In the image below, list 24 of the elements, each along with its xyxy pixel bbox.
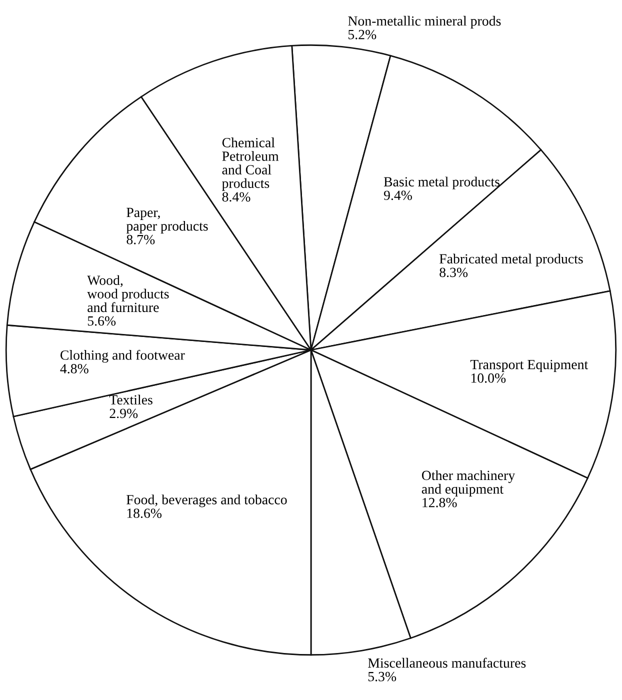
slice-label: Textiles [109,394,152,405]
data-label: 8.7% [126,234,155,244]
data-label: 2.9% [110,408,138,418]
data-label: 5.3% [368,672,396,682]
data-label: 5.2% [348,30,376,40]
data-label: 5.6% [88,316,116,326]
slice-label: Wood, wood products and furniture [87,275,169,312]
slice-label: Miscellaneous manufactures [368,658,526,668]
slice-label: Fabricated metal products [440,254,583,266]
data-label: 8.3% [440,268,468,278]
slice-label: Basic metal products [384,176,500,190]
slice-label: Other machinery and equipment [422,470,516,497]
slice-label: Transport Equipment [470,360,588,372]
data-label: 12.8% [422,498,457,508]
data-label: 18.6% [127,508,162,518]
slice-label: Paper, paper products [126,208,208,234]
data-label: 8.4% [222,192,250,202]
slice-label: Chemical Petroleum and Coal products [222,138,279,191]
data-label: 9.4% [384,190,412,200]
slice-label: Food, beverages and tobacco [126,494,287,508]
slice-label: Non-metallic mineral prods [348,16,501,29]
data-label: 4.8% [60,364,88,374]
slice-label: Clothing and footwear [60,350,185,363]
data-label: 10.0% [471,373,506,383]
